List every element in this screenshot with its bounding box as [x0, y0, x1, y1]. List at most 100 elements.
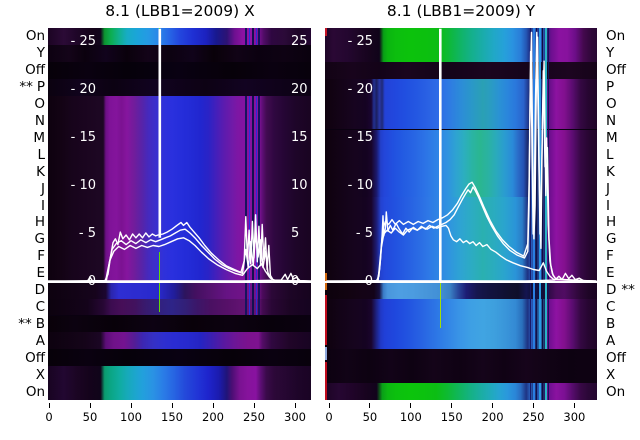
x-tick-label: 0 [45, 410, 53, 424]
row-label-right-c-16: C [606, 298, 640, 316]
y-tick-label: - 25 [347, 34, 373, 49]
row-label-left-n-5: N [0, 112, 45, 130]
x-tick-mark [130, 403, 132, 408]
row-label-text: On [606, 383, 626, 400]
x-tick-mark [369, 403, 371, 408]
heatmap-row [48, 78, 311, 96]
row-label-text: B [35, 315, 45, 332]
asterisk-mark: ** [18, 315, 32, 332]
x-tick-mark [573, 403, 575, 408]
row-label-text: J [606, 180, 610, 197]
row-label-text: M [33, 129, 45, 146]
row-label-text: P [36, 79, 45, 96]
row-label-right-o-4: O [606, 95, 640, 113]
row-label-left-k-8: K [0, 163, 45, 181]
y-tick-label-right: 15 [291, 130, 308, 145]
y-tick-label: - 15 [347, 130, 373, 145]
row-label-text: L [37, 146, 45, 163]
trace-overlay-X [48, 28, 311, 283]
row-label-text: On [25, 28, 45, 45]
row-label-text: M [606, 129, 618, 146]
row-label-text: P [606, 79, 615, 96]
heatmap-vline [258, 95, 260, 316]
row-label-right-x-20: X [606, 366, 640, 384]
x-tick-label: 150 [161, 410, 183, 424]
row-label-left-x-20: X [0, 366, 45, 384]
heatmap-vline [535, 28, 538, 350]
signal-trace [326, 31, 597, 283]
row-label-text: O [34, 96, 45, 113]
heatmap-row [325, 383, 597, 400]
heatmap-vline [325, 28, 328, 36]
y-tick-label: - 10 [70, 178, 96, 193]
x-tick-label: 50 [362, 410, 378, 424]
y-tick-label-right: 10 [291, 178, 308, 193]
row-label-right-l-7: L [606, 146, 640, 164]
heatmap-vline [255, 95, 258, 316]
heatmap-vline [535, 383, 538, 400]
heatmap-vline [325, 347, 328, 360]
heatmap-panel-Y: - 25 - 20 - 15 - 10 - 5 0 [325, 28, 597, 400]
heatmap-vline [538, 383, 541, 400]
heatmap-row [48, 366, 311, 400]
row-label-right-a-18: A [606, 332, 640, 350]
y-tick-label: - 20 [70, 82, 96, 97]
heatmap-row [48, 332, 311, 350]
asterisk-mark: ** [19, 79, 33, 96]
row-label-text: X [35, 366, 45, 383]
x-tick-mark [328, 403, 330, 408]
row-label-left-p-3: ** P [0, 78, 45, 96]
x-tick-label: 100 [399, 410, 422, 424]
row-label-right-g-12: G [606, 230, 640, 248]
asterisk-mark: ** [621, 282, 635, 299]
row-label-left-on-21: On [0, 383, 45, 401]
row-label-left-b-17: ** B [0, 315, 45, 333]
row-label-left-h-11: H [0, 214, 45, 232]
row-label-right-off-19: Off [606, 349, 640, 367]
y-tick-label-right: 20 [291, 82, 308, 97]
row-label-left-i-10: I [0, 197, 45, 215]
x-tick-label: 250 [243, 410, 265, 424]
heatmap-row [325, 28, 597, 62]
x-tick-mark [533, 403, 534, 408]
right-panel-title: 8.1 (LBB1=2009) Y [386, 2, 536, 20]
row-label-left-c-16: C [0, 298, 45, 316]
x-tick-mark [410, 403, 412, 408]
row-label-right-m-6: M [606, 129, 640, 147]
heatmap-row [48, 61, 311, 79]
x-tick-mark [492, 403, 494, 408]
x-tick-label: 150 [440, 410, 463, 424]
row-label-right-on-0: On [606, 28, 640, 46]
heatmap-row [48, 349, 311, 367]
row-label-right-h-11: H [606, 214, 640, 232]
row-label-right-y-1: Y [606, 44, 640, 62]
y-tick-label: 0 [364, 274, 373, 289]
x-tick-mark [212, 403, 214, 408]
x-tick-label: 50 [82, 410, 98, 424]
row-label-right-j-9: J [606, 180, 640, 198]
heatmap-vline [248, 28, 251, 45]
row-label-left-d-15: D [0, 281, 45, 299]
y-tick-label: - 25 [70, 34, 96, 49]
row-label-text: F [606, 248, 614, 265]
row-label-text: J [41, 180, 45, 197]
heatmap-panel-X: - 25 25 - 20 20 - 15 15 - 10 10 - 5 5 0 0 [48, 28, 311, 400]
heatmap-row [325, 281, 597, 299]
signal-trace [326, 31, 597, 283]
row-label-left-y-1: Y [0, 44, 45, 62]
row-label-left-o-4: O [0, 95, 45, 113]
row-label-left-l-7: L [0, 146, 45, 164]
left-panel-title: 8.1 (LBB1=2009) X [105, 2, 255, 20]
heatmap-vline [547, 383, 550, 400]
x-tick-label: 0 [325, 410, 333, 424]
x-tick-label: 300 [284, 410, 306, 424]
row-label-left-f-13: F [0, 247, 45, 265]
row-label-text: G [606, 231, 617, 248]
row-label-text: E [606, 265, 615, 282]
row-label-text: Y [606, 45, 615, 62]
row-label-text: K [606, 163, 615, 180]
row-label-right-b-17: B [606, 315, 640, 333]
x-tick-label: 200 [481, 410, 504, 424]
heatmap-vline [252, 95, 254, 316]
row-label-text: O [606, 96, 617, 113]
